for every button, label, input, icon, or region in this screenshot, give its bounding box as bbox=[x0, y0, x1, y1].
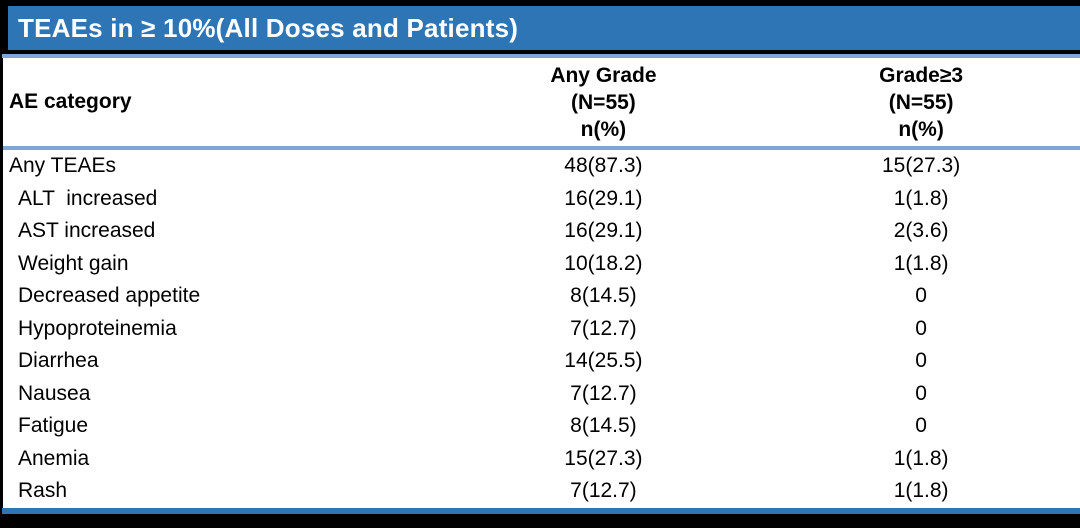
grade3-cell: 1(1.8) bbox=[893, 251, 949, 275]
table-row: Weight gain 10(18.2) 1(1.8) bbox=[3, 248, 1080, 281]
grade3-cell: 1(1.8) bbox=[893, 446, 949, 470]
grade3-cell: 0 bbox=[915, 414, 927, 438]
any-grade-cell: 7(12.7) bbox=[570, 316, 637, 340]
column-header-grade3: Grade≥3 (N=55) n(%) bbox=[762, 58, 1080, 146]
ae-category-cell: Hypoproteinemia bbox=[18, 316, 177, 340]
ae-category-cell: Diarrhea bbox=[18, 349, 99, 373]
ae-category-cell: Any TEAEs bbox=[9, 154, 116, 178]
title-bar: TEAEs in ≥ 10%(All Doses and Patients) bbox=[8, 6, 1080, 50]
ae-category-cell: Fatigue bbox=[18, 414, 89, 438]
grade3-cell: 0 bbox=[915, 349, 927, 373]
table-row: Anemia 15(27.3) 1(1.8) bbox=[3, 443, 1080, 476]
any-grade-cell: 48(87.3) bbox=[564, 154, 643, 178]
column-header-grade3-line3: n(%) bbox=[898, 117, 944, 141]
column-header-any-grade-line3: n(%) bbox=[580, 117, 627, 141]
table-header-row: AE category Any Grade (N=55) n(%) Grade≥… bbox=[3, 58, 1080, 146]
ae-category-cell: AST increased bbox=[18, 219, 156, 243]
any-grade-cell: 16(29.1) bbox=[564, 219, 643, 243]
table-row: Hypoproteinemia 7(12.7) 0 bbox=[3, 313, 1080, 346]
teae-table: AE category Any Grade (N=55) n(%) Grade≥… bbox=[3, 58, 1080, 508]
ae-category-cell: Nausea bbox=[18, 381, 91, 405]
column-header-any-grade: Any Grade (N=55) n(%) bbox=[445, 58, 763, 146]
table-row: Decreased appetite 8(14.5) 0 bbox=[3, 280, 1080, 313]
slide-title: TEAEs in ≥ 10%(All Doses and Patients) bbox=[18, 12, 519, 43]
column-header-grade3-line2: (N=55) bbox=[888, 90, 954, 114]
any-grade-cell: 7(12.7) bbox=[570, 479, 637, 503]
title-divider-line bbox=[2, 54, 1080, 58]
table-row: Any TEAEs 48(87.3) 15(27.3) bbox=[3, 150, 1080, 183]
grade3-cell: 1(1.8) bbox=[893, 186, 949, 210]
ae-category-cell: ALT increased bbox=[18, 186, 158, 210]
ae-category-cell: Decreased appetite bbox=[18, 284, 201, 308]
grade3-cell: 2(3.6) bbox=[893, 219, 949, 243]
any-grade-cell: 8(14.5) bbox=[570, 414, 637, 438]
any-grade-cell: 7(12.7) bbox=[570, 381, 637, 405]
bottom-rule-line bbox=[2, 508, 1080, 514]
column-header-grade3-line1: Grade≥3 bbox=[879, 63, 964, 87]
ae-category-cell: Rash bbox=[18, 479, 68, 503]
table-row: ALT increased 16(29.1) 1(1.8) bbox=[3, 183, 1080, 216]
grade3-cell: 15(27.3) bbox=[882, 154, 961, 178]
any-grade-cell: 8(14.5) bbox=[570, 284, 637, 308]
table-row: Fatigue 8(14.5) 0 bbox=[3, 410, 1080, 443]
header-divider-line bbox=[3, 146, 1080, 150]
any-grade-cell: 16(29.1) bbox=[564, 186, 643, 210]
table-row: Rash 7(12.7) 1(1.8) bbox=[3, 475, 1080, 508]
table-row: Diarrhea 14(25.5) 0 bbox=[3, 345, 1080, 378]
any-grade-cell: 15(27.3) bbox=[564, 446, 643, 470]
grade3-cell: 1(1.8) bbox=[893, 479, 949, 503]
table-body: Any TEAEs 48(87.3) 15(27.3) ALT increase… bbox=[3, 150, 1080, 508]
any-grade-cell: 14(25.5) bbox=[564, 349, 643, 373]
table-row: Nausea 7(12.7) 0 bbox=[3, 378, 1080, 411]
grade3-cell: 0 bbox=[915, 284, 927, 308]
grade3-cell: 0 bbox=[915, 316, 927, 340]
ae-category-cell: Anemia bbox=[18, 446, 90, 470]
table-row: AST increased 16(29.1) 2(3.6) bbox=[3, 215, 1080, 248]
column-header-any-grade-line2: (N=55) bbox=[571, 90, 636, 114]
column-header-any-grade-line1: Any Grade bbox=[550, 63, 657, 87]
grade3-cell: 0 bbox=[915, 381, 927, 405]
ae-category-cell: Weight gain bbox=[18, 251, 129, 275]
any-grade-cell: 10(18.2) bbox=[564, 251, 643, 275]
column-header-ae-category: AE category bbox=[9, 90, 132, 113]
